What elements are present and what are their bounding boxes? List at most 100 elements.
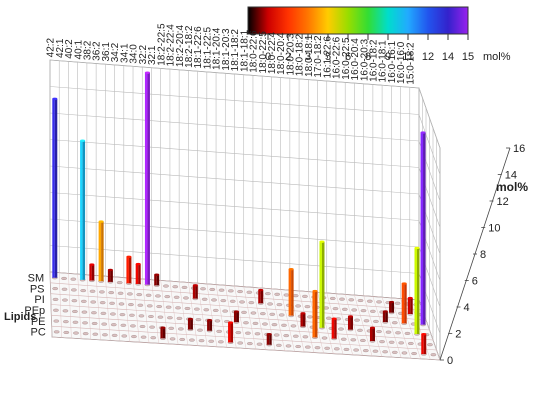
grid-dot <box>360 309 367 313</box>
floor-grid-line <box>51 336 441 361</box>
grid-dot <box>91 311 97 315</box>
species-tick-label: 32:2 <box>138 44 149 64</box>
bar-PEp-18:0-18:1 <box>319 240 325 328</box>
species-tick-labels: 42:242:140:240:138:236:236:134:234:134:0… <box>46 23 417 85</box>
grid-dot <box>195 318 202 322</box>
species-tick-label: 16:0-20:4 <box>350 38 361 81</box>
grid-dot <box>382 350 388 354</box>
grid-dot <box>304 305 311 309</box>
bar-PE-18:2-20:4 <box>187 317 193 330</box>
grid-dot <box>184 306 191 310</box>
grid-dot <box>252 321 259 325</box>
colorbar: 0 2 3 5 6 8 9 11 12 14 15 mol% <box>247 6 511 63</box>
bar-PEp-16:0-16:0 <box>414 246 420 335</box>
grid-dot <box>81 299 87 303</box>
grid-dot <box>136 293 143 297</box>
bar-SM-34:1 <box>126 255 132 284</box>
bar-SM-34:0 <box>135 262 141 284</box>
colorbar-tick-label: 0 <box>265 51 271 63</box>
colorbar-label: mol% <box>483 51 511 63</box>
colorbar-tick-label: 8 <box>365 51 371 63</box>
bar-PE-18:0-18:2 <box>312 289 318 338</box>
grid-dot <box>241 310 247 314</box>
grid-dot <box>218 340 224 344</box>
species-tick-label: 34:0 <box>129 44 140 64</box>
grid-dot <box>99 290 105 294</box>
bar-PC-18:1-20:4 <box>228 321 234 343</box>
species-tick-label: 38:2 <box>83 40 94 60</box>
grid-dot <box>363 319 370 323</box>
grid-dot <box>326 316 332 320</box>
grid-dot <box>80 289 87 293</box>
grid-dot <box>140 335 147 339</box>
grid-dot <box>271 323 278 327</box>
species-tick-label: 16:0-16:0 <box>396 41 407 84</box>
grid-dot <box>198 339 205 343</box>
grid-dot <box>273 333 280 337</box>
grid-dot <box>404 331 411 335</box>
grid-dot <box>211 298 217 302</box>
species-tick-label: 18:0-22:5 <box>258 31 269 74</box>
bar-SM-36:2 <box>98 220 104 282</box>
colorbar-tick-label: 6 <box>345 51 351 63</box>
floor-grid-line <box>50 304 430 331</box>
colorbar-tick-label: 9 <box>385 51 391 63</box>
grid-dot <box>295 345 301 349</box>
species-tick-label: 18:0-22:4 <box>267 31 278 74</box>
species-tick-label: 18:2-22:4 <box>166 24 177 67</box>
grid-dot <box>237 290 243 294</box>
grid-dot <box>179 337 186 341</box>
grid-dot <box>130 324 136 328</box>
grid-dot <box>250 311 257 315</box>
grid-dot <box>256 342 263 346</box>
grid-dot <box>243 321 249 325</box>
grid-dot <box>379 340 385 344</box>
grid-dot <box>203 308 210 312</box>
grid-dot <box>248 301 255 305</box>
grid-dot <box>200 287 206 291</box>
grid-dot <box>278 313 285 317</box>
species-tick-label: 40:2 <box>64 39 75 59</box>
grid-dot <box>175 306 181 310</box>
grid-dot <box>283 334 290 338</box>
bar-SM-40:1 <box>80 139 86 280</box>
grid-dot <box>108 291 115 295</box>
grid-dot <box>411 352 417 356</box>
grid-dot <box>216 329 222 333</box>
grid-dot <box>376 300 382 304</box>
grid-dot <box>376 330 382 334</box>
bar-SM-42:2 <box>52 97 58 278</box>
grid-dot <box>91 321 98 325</box>
grid-dot <box>343 347 350 351</box>
grid-dot <box>155 294 161 298</box>
species-tick-label: 16:0-18:1 <box>378 40 389 83</box>
z-axis-line <box>439 147 511 361</box>
grid-dot <box>121 334 128 338</box>
bar-SM-36:1 <box>107 268 113 282</box>
bar-SM-32:1 <box>154 273 160 286</box>
species-tick-label: 18:0-18:2 <box>295 34 306 77</box>
species-tick-label: 34:2 <box>110 42 121 62</box>
grid-dot <box>254 332 261 336</box>
grid-dot <box>197 328 203 332</box>
species-tick-label: 40:1 <box>73 40 84 60</box>
grid-dot <box>302 335 309 339</box>
bar-PS-16:0-18:1 <box>389 300 395 313</box>
grid-dot <box>430 353 437 357</box>
grid-dot <box>348 298 355 302</box>
species-tick-label: 32:1 <box>147 45 158 65</box>
grid-dot <box>129 313 135 317</box>
grid-dot <box>81 310 88 314</box>
species-tick-label: 16:0-22:6 <box>332 36 343 79</box>
grid-dot <box>99 301 106 305</box>
grid-dot <box>178 327 184 331</box>
grid-dot <box>245 331 251 335</box>
grid-dot <box>102 333 108 337</box>
grid-dot <box>145 293 152 297</box>
grid-dot <box>239 300 245 304</box>
grid-dot <box>373 319 379 323</box>
grid-dot <box>351 308 357 312</box>
bar-PS-18:2-18:2 <box>192 284 198 299</box>
grid-dot <box>269 312 276 316</box>
bar-PS-18:0-22:6 <box>258 288 264 304</box>
